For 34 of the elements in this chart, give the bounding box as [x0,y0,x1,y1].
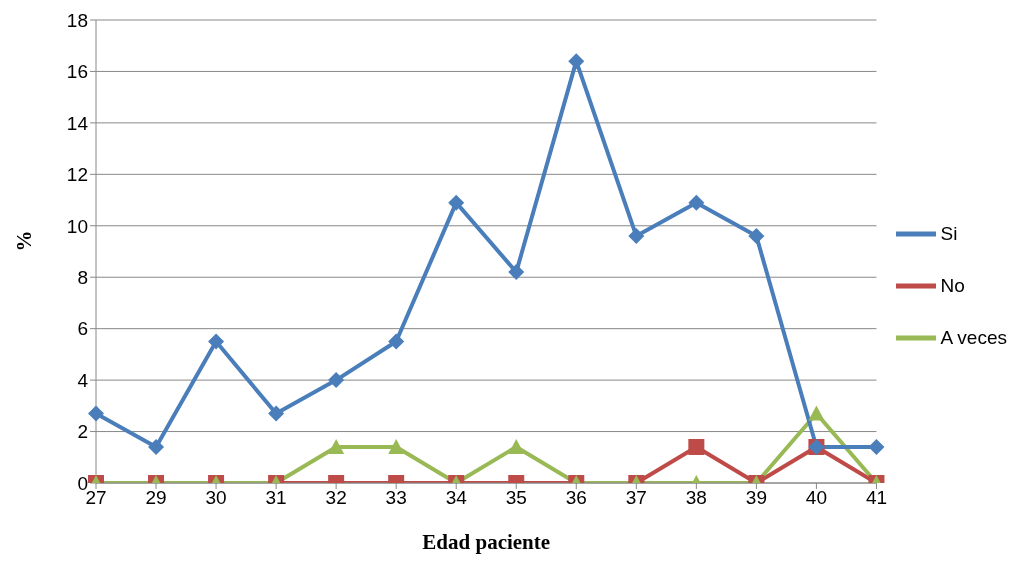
x-tick-label: 41 [865,487,888,509]
x-tick-label: 30 [205,487,227,509]
point [628,228,645,245]
point [688,194,705,211]
y-tick-label: 4 [77,369,89,391]
x-tick-label: 36 [565,487,587,509]
point [508,264,525,281]
x-tick-label: 31 [265,487,287,509]
y-tick-label: 8 [77,266,88,288]
x-tick-label: 39 [745,487,767,509]
x-tick-label: 29 [145,487,167,509]
legend-label: A veces [940,326,1007,348]
x-tick-label: 35 [505,487,527,509]
x-tick-label: 38 [685,487,707,509]
point [448,194,465,211]
legend-label: Si [940,222,958,244]
y-tick-label: 10 [66,215,88,237]
y-axis-title: % [12,230,37,252]
point [388,333,405,350]
y-tick-label: 18 [66,9,88,31]
y-tick-label: 16 [66,61,88,83]
x-tick-label: 37 [625,487,647,509]
y-tick-label: 12 [66,164,88,186]
legend-label: No [940,274,965,296]
x-tick-label: 33 [385,487,407,509]
point [748,228,765,245]
x-axis-title: Edad paciente [422,530,551,554]
x-tick-label: 32 [325,487,347,509]
y-tick-label: 14 [66,112,89,134]
y-tick-label: 6 [77,318,88,340]
y-tick-label: 2 [77,421,88,443]
x-tick-label: 34 [445,487,468,509]
x-tick-label: 40 [805,487,827,509]
point [208,333,225,350]
